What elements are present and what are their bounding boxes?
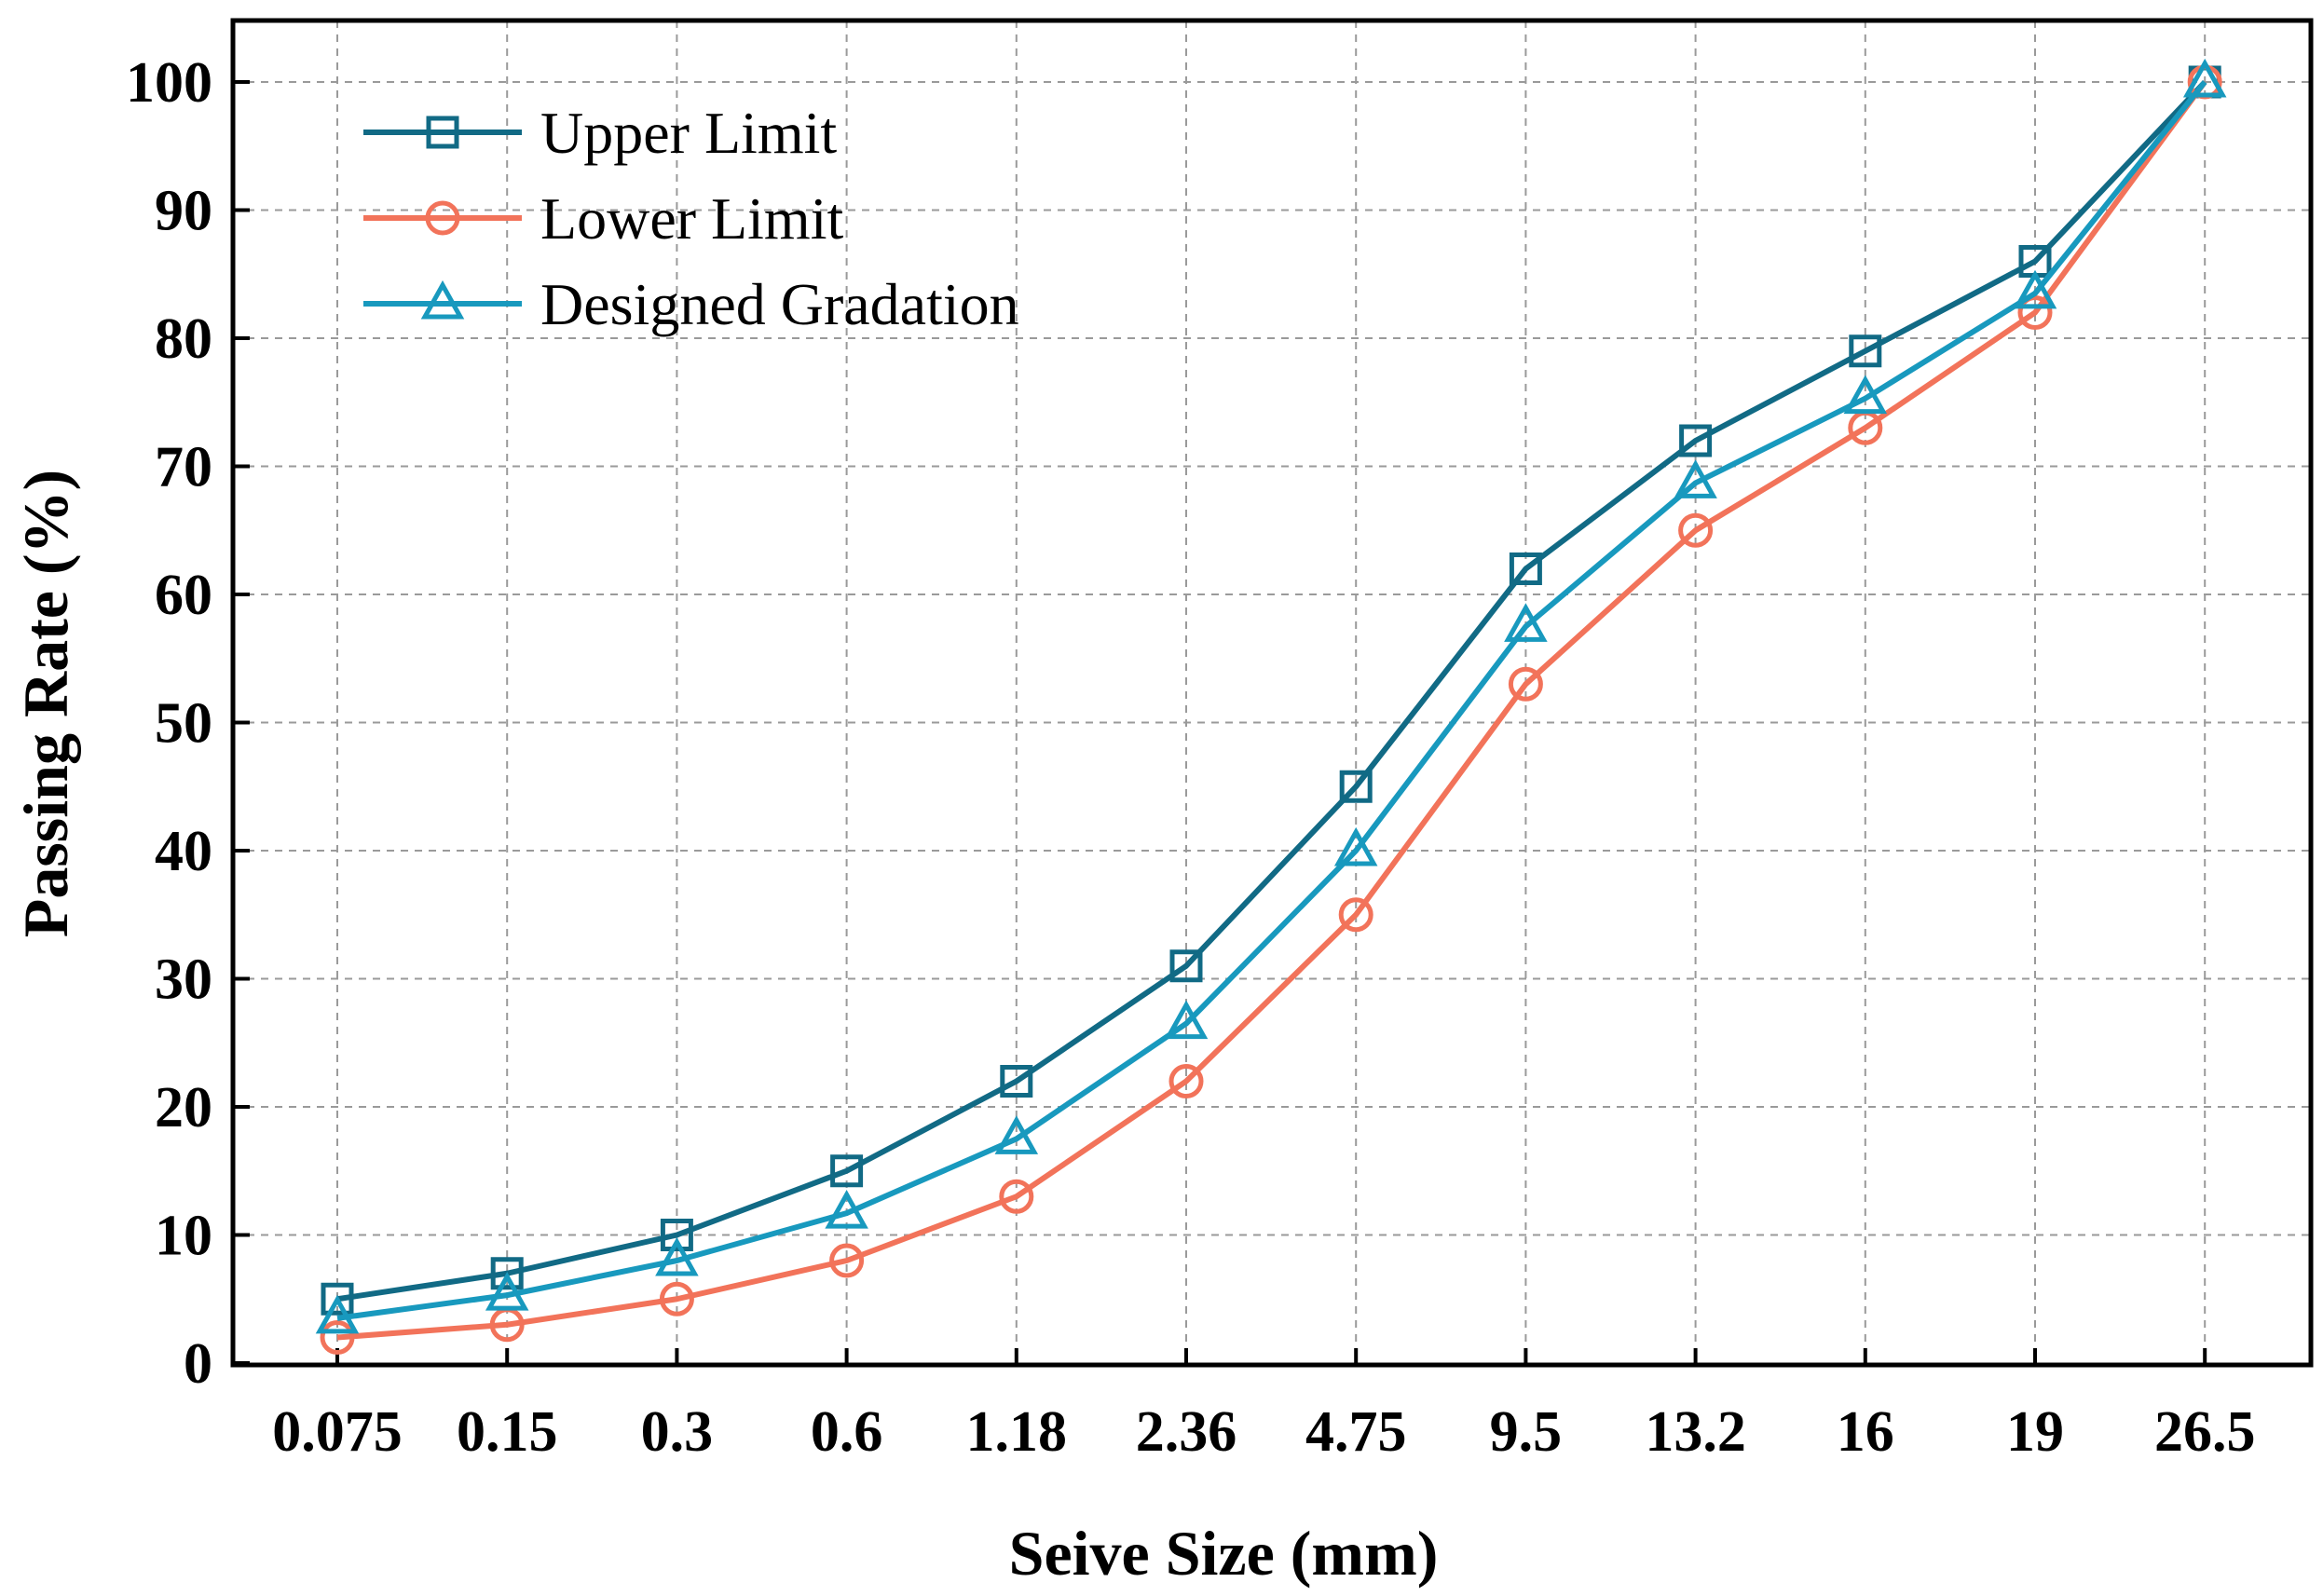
designed-gradation-point (1843, 375, 1888, 415)
upper-limit-point (490, 1257, 524, 1290)
legend-marker-upper-limit (426, 116, 459, 149)
lower-limit-point (1508, 666, 1543, 702)
y-tick-label: 60 (155, 564, 212, 627)
x-tick-label: 19 (2006, 1400, 2064, 1464)
designed-gradation-point (655, 1236, 699, 1276)
designed-gradation-point (1164, 1000, 1209, 1040)
lower-limit-point (1678, 512, 1714, 548)
legend-label-designed-gradation: Designed Gradation (540, 271, 1019, 337)
x-tick-label: 0.6 (811, 1400, 883, 1464)
x-tick-label: 0.15 (457, 1400, 558, 1464)
lower-limit-point (999, 1179, 1034, 1214)
legend-label-upper-limit: Upper Limit (540, 100, 837, 166)
y-tick-label: 0 (184, 1332, 212, 1396)
designed-gradation-point (825, 1190, 868, 1229)
series-lines (315, 58, 2227, 1355)
lower-limit-point (2017, 295, 2053, 330)
designed-gradation-line (336, 80, 2207, 1321)
upper-limit-point (1339, 770, 1373, 803)
designed-gradation-point (1674, 459, 1717, 498)
x-tick-label: 0.3 (641, 1400, 714, 1464)
y-tick-label: 80 (155, 307, 212, 371)
designed-gradation-point (1333, 826, 1378, 866)
designed-gradation-point (994, 1115, 1039, 1154)
legend: Upper Limit Lower Limit Designed Gradation (363, 100, 1019, 337)
lower-limit-point (829, 1243, 865, 1278)
lower-limit-point (1338, 897, 1373, 933)
y-tick-label: 100 (126, 51, 212, 115)
designed-gradation-point (485, 1272, 529, 1311)
x-tick-label: 9.5 (1490, 1400, 1563, 1464)
x-axis-ticks: 0.075 0.15 0.3 0.6 1.18 2.36 4.75 9.5 13.2 16 19 26… (272, 1348, 2255, 1464)
x-tick-label: 0.075 (272, 1400, 403, 1464)
y-tick-label: 40 (155, 820, 212, 883)
legend-marker-designed-gradation (420, 280, 465, 320)
upper-limit-point (1679, 424, 1713, 457)
upper-limit-point (1000, 1065, 1033, 1098)
y-axis-title: Passing Rate (%) (10, 470, 81, 937)
upper-limit-point (1169, 949, 1203, 983)
x-tick-label: 1.18 (966, 1400, 1068, 1464)
y-tick-label: 20 (155, 1076, 212, 1139)
y-tick-label: 50 (155, 692, 212, 756)
x-tick-label: 2.36 (1136, 1400, 1237, 1464)
x-tick-label: 13.2 (1645, 1400, 1746, 1464)
upper-limit-line (336, 79, 2207, 1303)
lower-limit-point (320, 1320, 355, 1355)
lower-limit-point (659, 1281, 694, 1316)
designed-gradation-point (1504, 603, 1548, 642)
upper-limit-point (660, 1219, 693, 1251)
grid-lines (233, 20, 2311, 1365)
y-tick-label: 70 (155, 436, 212, 499)
legend-label-lower-limit: Lower Limit (540, 185, 843, 252)
upper-limit-point (830, 1154, 864, 1188)
lower-limit-line (336, 80, 2207, 1341)
designed-gradation-point (2182, 58, 2227, 98)
y-tick-label: 30 (155, 948, 212, 1012)
upper-limit-point (1849, 334, 1882, 368)
y-tick-label: 10 (155, 1205, 212, 1268)
y-tick-label: 90 (155, 180, 212, 243)
y-axis-ticks: 0 10 20 30 40 50 60 70 80 90 100 (126, 51, 250, 1396)
x-axis-title: Seive Size (mm) (1009, 1518, 1439, 1589)
lower-limit-point (1168, 1064, 1204, 1098)
x-tick-label: 16 (1837, 1400, 1894, 1464)
x-tick-label: 4.75 (1305, 1400, 1407, 1464)
designed-gradation-point (315, 1294, 360, 1334)
designed-gradation-point (2013, 269, 2057, 309)
x-tick-label: 26.5 (2154, 1400, 2256, 1464)
plot-frame (230, 18, 2314, 1368)
upper-limit-point (1509, 552, 1542, 585)
legend-marker-lower-limit (425, 200, 460, 236)
upper-limit-point (321, 1282, 354, 1316)
